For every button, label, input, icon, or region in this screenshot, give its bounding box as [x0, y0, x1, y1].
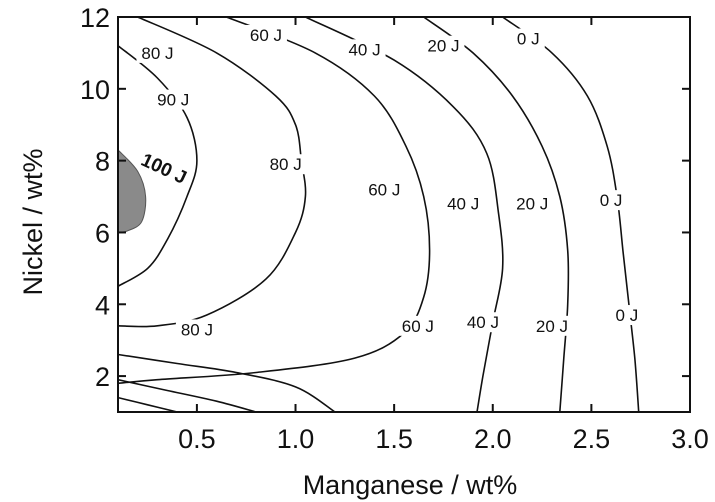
contour-line-90j: [118, 45, 198, 287]
contour-label-20j: 20 J: [422, 35, 465, 56]
contour-label-text: 20 J: [427, 37, 459, 56]
contour-label-0j: 0 J: [610, 305, 644, 326]
y-tick-label: 12: [80, 3, 110, 33]
contour-label-60j: 60 J: [363, 179, 406, 200]
contour-label-text: 0 J: [600, 191, 623, 210]
y-tick-label: 6: [95, 218, 110, 248]
y-tick-label: 4: [95, 290, 110, 320]
plot-area: 90 J 80 J 80 J 80 J 60 J 60 J 60 J 40 J 40 J 40 J…: [118, 17, 644, 412]
contour-label-text: 20 J: [536, 317, 568, 336]
contour-label-40j: 40 J: [343, 39, 386, 60]
contour-line-0j: [502, 17, 640, 412]
y-tick-label: 10: [80, 75, 110, 105]
contour-label-text: 40 J: [447, 195, 479, 214]
contour-line-20j: [423, 17, 570, 412]
y-tick-label: 2: [95, 362, 110, 392]
contour-label-text: 40 J: [467, 313, 499, 332]
contour-label-text: 60 J: [368, 180, 400, 199]
contour-label-20j: 20 J: [511, 193, 554, 214]
contour-label-text: 60 J: [250, 26, 282, 45]
contour-label-text: 80 J: [270, 155, 302, 174]
contour-label-text: 80 J: [141, 44, 173, 63]
contour-label-40j: 40 J: [442, 193, 485, 214]
contour-label-40j: 40 J: [461, 312, 504, 333]
contour-line-40j: [305, 17, 504, 412]
x-tick-label: 1.0: [277, 424, 315, 454]
plot-frame: [117, 16, 691, 413]
contour-line-60j: [118, 17, 431, 385]
contour-label-80j: 80 J: [264, 154, 307, 175]
x-axis-title: Manganese / wt%: [303, 470, 518, 500]
x-tick-label: 0.5: [178, 424, 216, 454]
shaded-region-label: 100 J: [138, 150, 190, 189]
contour-label-90j: 90 J: [152, 89, 195, 110]
contour-label-0j: 0 J: [594, 190, 628, 211]
contour-label-text: 60 J: [402, 317, 434, 336]
contour-label-0j: 0 J: [511, 28, 545, 49]
contour-label-text: 0 J: [517, 30, 540, 49]
contour-label-text: 20 J: [516, 195, 548, 214]
contour-line-lower-0: [118, 353, 336, 412]
contour-label-text: 80 J: [181, 320, 213, 339]
contour-label-80j: 80 J: [136, 42, 179, 63]
y-axis-title: Nickel / wt%: [18, 148, 48, 295]
x-tick-label: 3.0: [671, 424, 709, 454]
axes: 0.5 1.0 1.5 2.0 2.5 3.0 2 4 6 8 10 12: [80, 3, 709, 454]
x-tick-label: 2.5: [573, 424, 611, 454]
x-tick-label: 2.0: [474, 424, 512, 454]
contour-label-20j: 20 J: [530, 315, 573, 336]
contour-line-80j: [118, 17, 307, 328]
contour-label-text: 90 J: [157, 91, 189, 110]
contour-label-text: 0 J: [616, 306, 639, 325]
contour-label-text: 40 J: [348, 40, 380, 59]
contour-label-60j: 60 J: [396, 315, 439, 336]
x-tick-label: 1.5: [375, 424, 413, 454]
y-tick-label: 8: [95, 147, 110, 177]
contour-line-lower-2: [118, 396, 178, 412]
contour-label-80j: 80 J: [175, 319, 218, 340]
contour-line-lower-1: [118, 378, 257, 412]
contour-label-60j: 60 J: [244, 24, 287, 45]
